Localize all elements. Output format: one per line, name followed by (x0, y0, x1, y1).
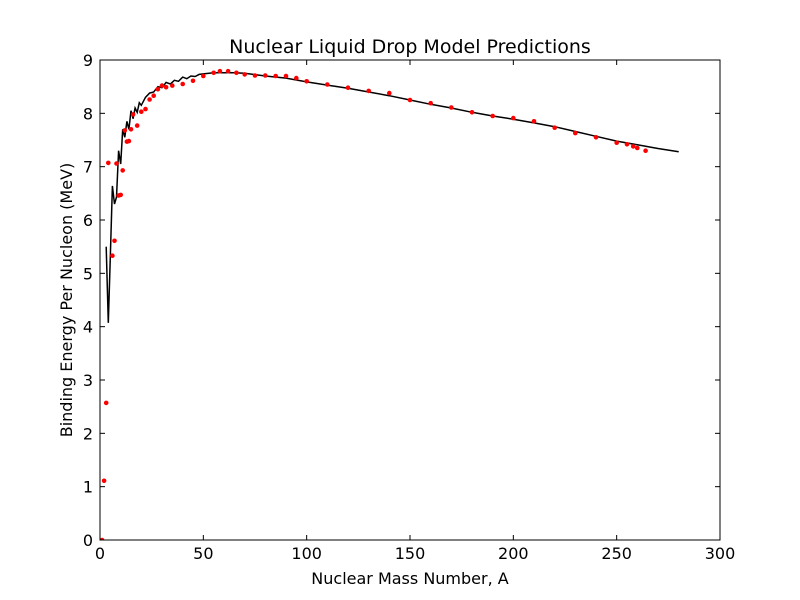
data-point (103, 400, 109, 406)
x-tick-label: 50 (193, 544, 213, 563)
y-tick-label: 6 (83, 211, 93, 230)
y-tick-label: 1 (83, 478, 93, 497)
data-point (217, 68, 223, 74)
x-tick-label: 150 (395, 544, 426, 563)
data-point (128, 127, 134, 132)
chart-title: Nuclear Liquid Drop Model Predictions (229, 36, 591, 58)
data-point (101, 478, 107, 484)
x-tick-label: 0 (95, 544, 105, 563)
data-point (170, 83, 175, 88)
y-tick-label: 2 (83, 424, 93, 443)
data-point (345, 85, 351, 90)
data-point (126, 138, 132, 144)
data-point (100, 537, 105, 540)
data-point (139, 109, 144, 114)
data-point (325, 82, 330, 87)
data-point (234, 70, 239, 76)
plot-area (100, 68, 679, 540)
y-tick-label: 7 (83, 158, 93, 177)
data-point (294, 75, 299, 81)
x-tick-label: 100 (291, 544, 322, 563)
y-tick-label: 5 (83, 264, 93, 283)
y-tick-label: 0 (83, 531, 93, 550)
data-point (143, 106, 148, 112)
data-point (122, 128, 128, 133)
x-axis-title: Nuclear Mass Number, A (311, 569, 508, 588)
data-point (449, 105, 454, 110)
data-point (225, 68, 231, 74)
data-point (114, 161, 119, 166)
data-point (110, 253, 115, 258)
y-axis-title: Binding Energy Per Nucleon (MeV) (57, 163, 76, 438)
data-point (366, 88, 372, 94)
data-point (180, 81, 185, 87)
data-point (511, 115, 516, 121)
data-point (252, 73, 258, 78)
data-point (273, 73, 279, 79)
y-tick-label: 9 (83, 51, 93, 70)
data-point (428, 100, 434, 106)
data-point (263, 73, 268, 78)
data-point (407, 97, 413, 103)
data-point (573, 130, 578, 136)
data-point (643, 148, 648, 153)
data-point (490, 113, 496, 119)
data-point (155, 87, 161, 92)
axes: 0 50 100 150 200 250 300 0 1 2 3 4 5 6 7 8 9 (83, 51, 735, 563)
data-point (151, 93, 156, 98)
y-tick-label: 3 (83, 371, 93, 390)
data-point (159, 83, 165, 88)
data-point (283, 73, 289, 79)
data-point (130, 112, 136, 117)
data-point (211, 70, 216, 76)
data-point (201, 73, 206, 79)
data-point (630, 144, 636, 149)
x-tick-label: 250 (601, 544, 632, 563)
data-point (531, 119, 537, 124)
data-point (190, 78, 196, 84)
data-point (387, 90, 392, 96)
data-point (469, 110, 475, 115)
data-point (242, 72, 247, 77)
data-point (120, 168, 125, 173)
y-tick-label: 4 (83, 318, 93, 337)
data-point (112, 238, 117, 244)
data-point (593, 135, 599, 140)
data-point (304, 79, 310, 84)
data-point (134, 123, 140, 128)
x-tick-label: 200 (498, 544, 529, 563)
data-point (552, 125, 557, 130)
data-point (614, 140, 619, 145)
data-point (118, 192, 123, 198)
data-point (106, 160, 111, 166)
data-point (147, 97, 152, 102)
data-point (624, 142, 630, 147)
x-tick-label: 300 (705, 544, 736, 563)
data-point (163, 84, 169, 90)
data-point (635, 145, 640, 151)
y-tick-label: 8 (83, 104, 93, 123)
